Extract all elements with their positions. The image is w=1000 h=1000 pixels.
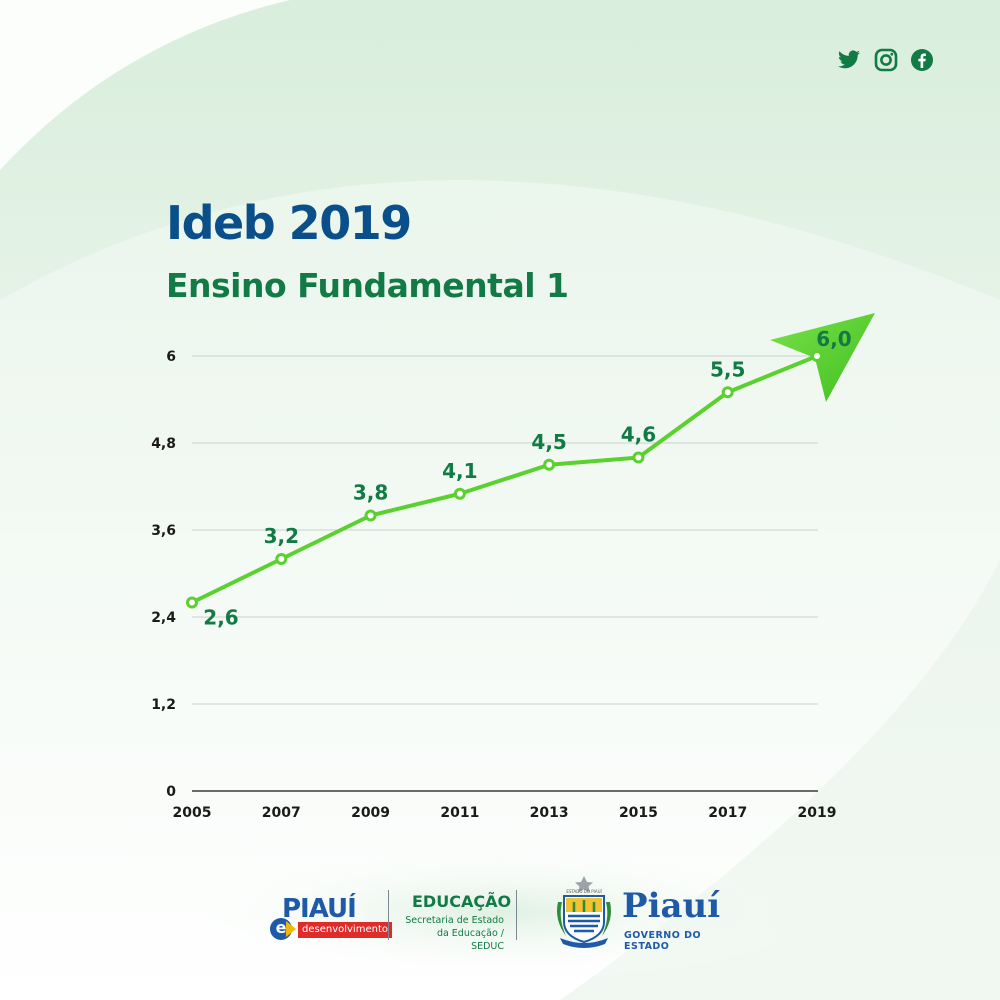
facebook-icon[interactable] [910, 48, 934, 72]
data-points [186, 350, 823, 609]
instagram-icon[interactable] [874, 48, 898, 72]
data-point [453, 487, 466, 500]
bg-curve-bottomright [560, 560, 1000, 1000]
data-point [275, 553, 288, 565]
logo2-subtitle: Secretaria de Estado da Educação / SEDUC [404, 914, 504, 953]
state-crest-icon: ESTADO DO PIAUÍ [557, 876, 611, 948]
logo1-name: PIAUÍ [282, 894, 357, 924]
chevron-right-icon [286, 921, 296, 937]
x-tick-label: 2013 [530, 805, 569, 821]
logo2-line2: da Educação / SEDUC [436, 928, 504, 952]
x-tick-label: 2005 [173, 805, 212, 821]
data-label: 3,8 [353, 481, 388, 505]
y-tick-label: 6 [166, 349, 176, 365]
chart-title: Ideb 2019 [166, 196, 412, 250]
data-label: 4,6 [621, 423, 656, 447]
data-label: 5,5 [710, 357, 745, 381]
data-label: 3,2 [264, 524, 299, 548]
logo2-line1: Secretaria de Estado [405, 915, 504, 926]
social-icons [836, 48, 934, 72]
y-tick-label: 3,6 [151, 523, 176, 539]
y-tick-label: 2,4 [151, 610, 176, 626]
logo3-name: Piauí [622, 886, 721, 926]
footer-logos: PIAUÍ e desenvolvimento EDUCAÇÃO Secreta… [268, 872, 738, 952]
grid-lines [192, 355, 818, 792]
y-axis-ticks: 0 1,2 2,4 3,6 4,8 6 [151, 349, 176, 800]
x-tick-label: 2011 [440, 805, 479, 821]
logo1-tag: desenvolvimento [298, 922, 392, 938]
x-tick-label: 2017 [708, 805, 747, 821]
y-tick-label: 4,8 [151, 436, 176, 452]
data-point [811, 350, 823, 362]
data-point [543, 458, 556, 471]
y-tick-label: 1,2 [151, 697, 176, 713]
x-axis-ticks: 2005 2007 2009 2011 2013 2015 2017 2019 [173, 805, 837, 821]
data-label: 2,6 [203, 606, 238, 630]
data-label: 4,5 [531, 430, 566, 454]
y-tick-label: 0 [166, 784, 176, 800]
footer-divider [388, 890, 389, 940]
logo3-subtitle: GOVERNO DO ESTADO [624, 930, 702, 952]
bg-curve-topleft [0, 0, 290, 170]
x-tick-label: 2007 [262, 805, 301, 821]
chart-subtitle: Ensino Fundamental 1 [166, 266, 569, 305]
data-labels: 2,6 3,2 3,8 4,1 4,5 4,6 5,5 6,0 [203, 327, 851, 630]
x-tick-label: 2019 [798, 805, 837, 821]
series-line [190, 354, 819, 605]
x-tick-label: 2015 [619, 805, 658, 821]
footer-divider [516, 890, 517, 940]
data-point [721, 386, 734, 399]
x-tick-label: 2009 [351, 805, 390, 821]
logo2-title: EDUCAÇÃO [412, 892, 512, 911]
twitter-icon[interactable] [836, 48, 862, 72]
data-label: 4,1 [442, 459, 477, 483]
data-label: 6,0 [816, 327, 851, 351]
data-point [186, 596, 198, 609]
crest-caption: ESTADO DO PIAUÍ [566, 889, 602, 894]
footer-glow [170, 842, 830, 982]
data-point [632, 451, 645, 464]
data-point [364, 509, 377, 522]
